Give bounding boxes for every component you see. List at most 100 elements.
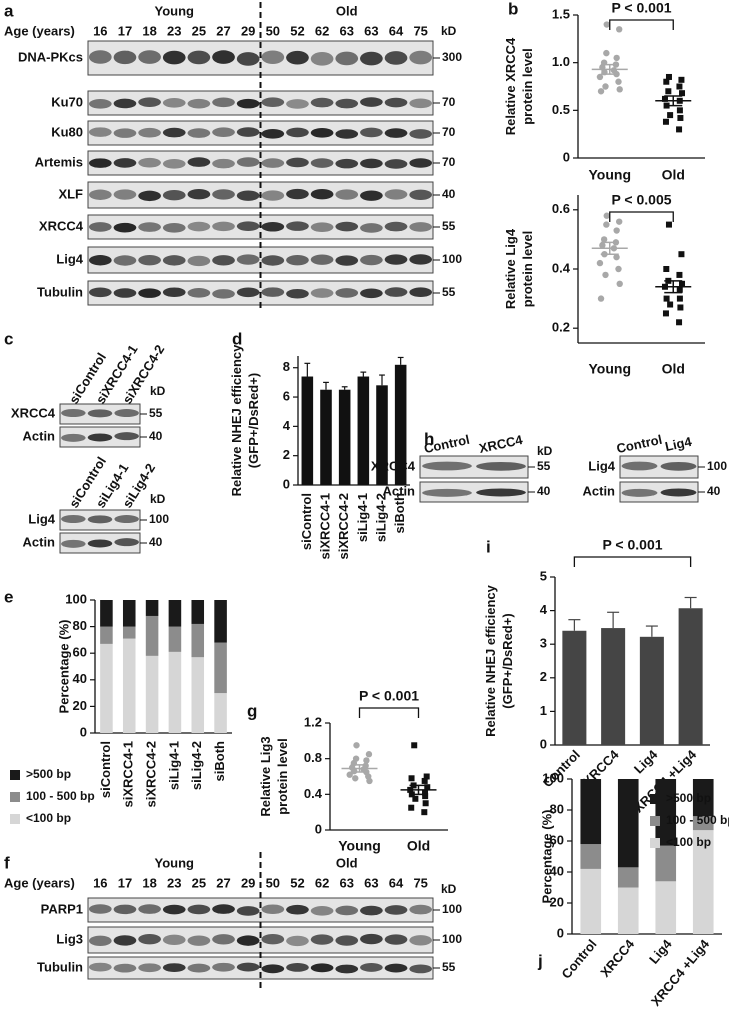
blot-band: [87, 409, 113, 418]
age: 17: [118, 23, 132, 38]
data-point: [352, 775, 359, 782]
blot-band: [187, 128, 211, 138]
blot-band: [88, 99, 112, 109]
y-axis-label: protein level: [275, 738, 290, 815]
significance-bracket: [609, 211, 674, 222]
blot-band: [310, 288, 334, 298]
y-axis-label: (GFP+/DsRed+): [500, 613, 515, 708]
blot-band: [360, 254, 383, 266]
panel-letter: e: [4, 587, 13, 606]
kd-label: 40: [149, 429, 163, 443]
y-tick-label: 0: [557, 925, 564, 940]
y-tick-label: 0.6: [552, 201, 570, 216]
kd-label: 100: [442, 902, 462, 916]
bar-segment: [100, 626, 113, 644]
bar-segment: [617, 887, 639, 934]
age: 23: [167, 23, 181, 38]
blot-band: [113, 128, 137, 138]
panel-letter: b: [508, 0, 518, 18]
bar: [301, 376, 314, 485]
kd-label: 40: [537, 484, 551, 498]
panel-letter: a: [4, 1, 14, 20]
blot-band: [286, 188, 309, 200]
data-point: [603, 221, 610, 228]
blot-band: [286, 904, 309, 915]
age: 27: [216, 23, 230, 38]
y-tick-label: 1: [540, 703, 547, 718]
age: 16: [93, 23, 107, 38]
bar-segment: [122, 638, 136, 733]
y-tick-label: 80: [550, 801, 564, 816]
x-tick-label: Young: [338, 838, 381, 854]
data-point: [602, 271, 609, 279]
bar-segment: [617, 867, 639, 888]
data-point: [411, 742, 418, 749]
data-point: [676, 271, 683, 278]
kd-label: 300: [442, 50, 462, 64]
blot-band: [236, 127, 260, 137]
blot-band: [187, 935, 211, 946]
x-tick-label: siXRCC4-1: [121, 741, 136, 807]
x-tick-label: Young: [588, 361, 631, 377]
bar-segment: [580, 844, 602, 869]
blot-band: [114, 515, 139, 524]
protein-label: XLF: [58, 186, 83, 201]
blot-band: [114, 538, 139, 547]
blot-band: [384, 287, 408, 297]
blot-band: [187, 963, 211, 973]
blot-band: [212, 221, 235, 232]
blot-band: [335, 158, 359, 169]
blot-band: [212, 962, 235, 972]
bar-segment: [214, 693, 227, 733]
age: 64: [389, 875, 404, 890]
group-label: Young: [155, 3, 195, 18]
bar-segment: [100, 600, 113, 627]
data-point: [613, 54, 620, 62]
blot-band: [360, 51, 383, 66]
lane-label: Lig4: [664, 434, 694, 454]
bar-segment: [191, 623, 205, 658]
data-point: [663, 78, 670, 85]
blot-band: [61, 409, 86, 417]
blot-band: [138, 904, 161, 914]
age: 16: [93, 875, 107, 890]
legend-label: <100 bp: [26, 811, 71, 825]
blot-band: [138, 157, 161, 168]
blot-band: [88, 158, 112, 168]
bar: [394, 364, 407, 485]
y-axis-label: (GFP+/DsRed+): [246, 373, 261, 468]
blot-band: [114, 432, 139, 441]
data-point: [663, 295, 670, 302]
y-tick-label: 1.2: [304, 714, 322, 729]
y-tick-label: 0: [80, 724, 87, 739]
blot-band: [360, 223, 383, 233]
data-point: [665, 88, 672, 95]
blot-band: [138, 127, 161, 138]
data-point: [678, 251, 685, 258]
y-axis-label: Relative NHEJ efficiency: [229, 344, 244, 497]
bar-segment: [655, 881, 677, 934]
x-tick-label: Old: [407, 838, 430, 854]
age: 63: [364, 875, 378, 890]
bar-segment: [145, 655, 159, 733]
protein-label: Actin: [23, 428, 56, 443]
y-tick-label: 1.5: [552, 6, 570, 21]
data-point: [616, 86, 623, 93]
y-tick-label: 4: [283, 418, 291, 433]
blot-band: [360, 190, 383, 201]
data-point: [616, 280, 623, 287]
blot-band: [162, 50, 186, 65]
blot-band: [113, 935, 137, 946]
blot-band: [384, 934, 408, 945]
kd-label: 100: [149, 512, 169, 526]
blot-band: [88, 904, 112, 914]
blot-band: [87, 433, 113, 442]
blot-band: [162, 904, 186, 915]
blot-band: [162, 934, 186, 946]
blot-band: [113, 158, 137, 168]
legend-swatch: [10, 770, 20, 780]
blot-band: [261, 50, 285, 65]
y-tick-label: 0: [283, 476, 290, 491]
p-value: P < 0.001: [611, 0, 671, 16]
blot-band: [236, 935, 260, 946]
